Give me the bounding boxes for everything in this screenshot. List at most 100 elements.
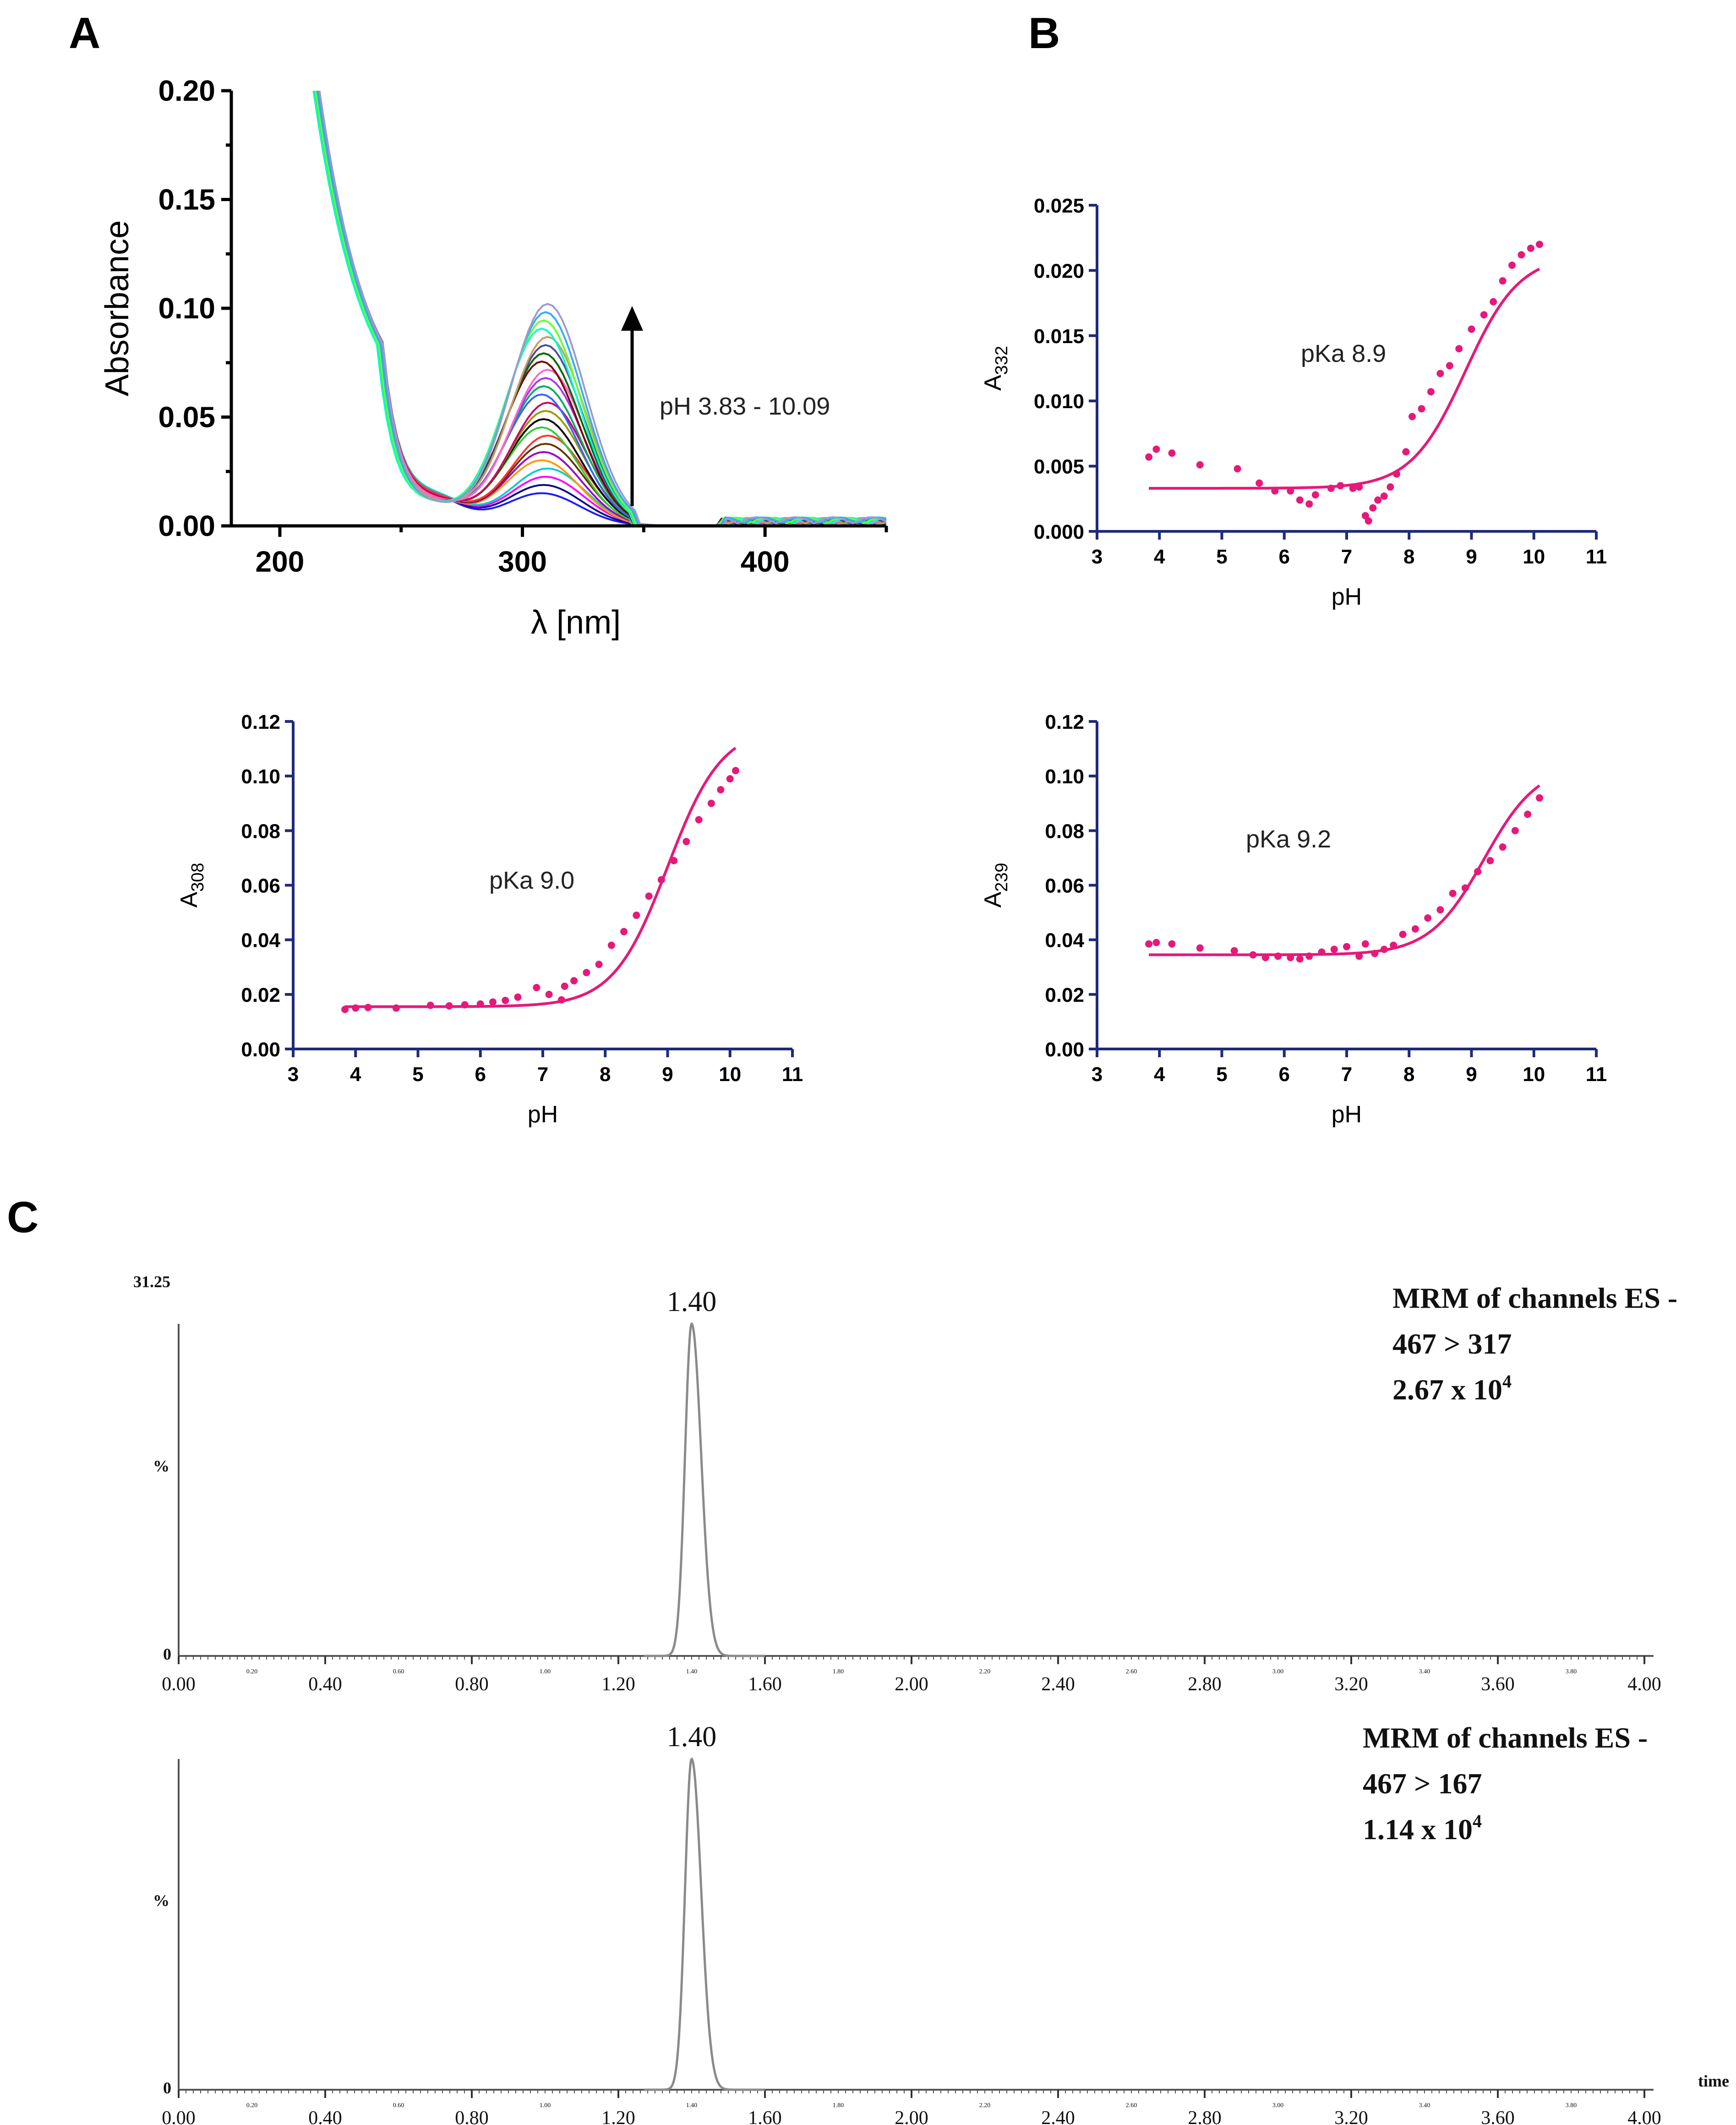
y-tick-label: 0.06 — [1045, 875, 1084, 897]
x-minor-tick-label: 3.80 — [1566, 2102, 1577, 2109]
y-tick-label: 0.02 — [241, 984, 280, 1006]
x-minor-tick-label: 2.60 — [1126, 2102, 1137, 2109]
y-tick-label: 0.05 — [158, 401, 215, 434]
data-point — [707, 799, 715, 807]
x-tick-label: 400 — [741, 545, 790, 578]
data-point — [1411, 925, 1419, 933]
y-tick-label: 0.020 — [1034, 260, 1084, 282]
x-tick-label: 300 — [498, 545, 547, 578]
data-point — [670, 857, 678, 864]
x-minor-tick-label: 0.20 — [246, 2102, 258, 2109]
x-tick-label: 6 — [1279, 546, 1290, 568]
data-point — [1296, 496, 1304, 504]
chromatogram-trace — [644, 1322, 765, 1657]
data-point — [1527, 244, 1534, 252]
data-point — [1230, 947, 1238, 955]
x-tick-label: 6 — [475, 1063, 486, 1086]
x-tick-label: 11 — [1586, 1063, 1607, 1086]
x-tick-label: 0.40 — [308, 1674, 342, 1695]
data-point — [583, 969, 590, 977]
data-point — [1387, 483, 1394, 491]
data-point — [561, 982, 568, 990]
data-point — [1369, 504, 1377, 512]
data-point — [1402, 448, 1410, 456]
data-point — [1271, 487, 1279, 495]
x-minor-tick-label: 3.40 — [1419, 1668, 1430, 1675]
data-point — [1480, 311, 1488, 319]
data-point — [1196, 461, 1204, 469]
x-tick-label: 1.60 — [748, 1674, 782, 1695]
x-minor-tick-label: 1.00 — [540, 1668, 551, 1675]
data-point — [1145, 453, 1153, 461]
mrm-title: MRM of channels ES - — [1363, 1721, 1648, 1754]
data-point — [426, 1001, 434, 1009]
mrm-transition: 467 > 167 — [1363, 1767, 1482, 1800]
data-point — [1474, 868, 1482, 875]
data-point — [1305, 500, 1313, 508]
x-tick-label: 0.80 — [455, 2108, 489, 2125]
data-point — [633, 912, 640, 919]
data-point — [461, 1001, 469, 1009]
y-axis-title: Absorbance — [99, 220, 136, 396]
data-point — [1536, 240, 1544, 248]
fit-curve — [1149, 784, 1540, 956]
data-point — [570, 977, 578, 985]
x-tick-label: 10 — [719, 1063, 741, 1086]
y-tick-label: 0.010 — [1034, 390, 1084, 413]
ph-arrow-head — [621, 306, 643, 331]
data-point — [1418, 405, 1425, 413]
y-tick-label: 0.025 — [1034, 195, 1084, 217]
spectrum-line — [318, 91, 886, 526]
ph-range-annotation: pH 3.83 - 10.09 — [660, 393, 830, 420]
data-point — [1287, 487, 1294, 495]
data-point — [1511, 827, 1519, 835]
x-tick-label: 8 — [1403, 1063, 1414, 1086]
x-tick-label: 2.80 — [1188, 2108, 1222, 2125]
y-tick-label: 0.02 — [1045, 984, 1084, 1006]
data-point — [476, 1000, 484, 1008]
y-axis-title-main: A — [980, 892, 1006, 908]
y-axis-title-subscript: 239 — [992, 863, 1011, 891]
data-point — [1168, 940, 1176, 948]
x-tick-label: 4.00 — [1627, 1674, 1661, 1695]
x-axis-title: pH — [1332, 1101, 1362, 1128]
x-minor-tick-label: 2.60 — [1126, 1668, 1137, 1675]
chart-b-a308: 0.00 0.02 0.04 0.06 0.08 0.10 0.12 3 4 5 6 7 8 9 10 11 p… — [176, 711, 803, 1128]
data-point — [1361, 940, 1369, 948]
data-point — [1408, 413, 1416, 421]
data-point — [1355, 483, 1363, 491]
y-tick-label: 0.08 — [1045, 820, 1084, 842]
data-point — [1518, 251, 1525, 259]
x-minor-tick-label: 1.80 — [833, 1668, 844, 1675]
x-tick-label: 3.20 — [1334, 1674, 1368, 1695]
x-tick-label: 5 — [1216, 1063, 1227, 1086]
x-minor-tick-label: 1.40 — [686, 1668, 698, 1675]
x-axis-title: pH — [1332, 584, 1362, 610]
data-point — [1152, 939, 1160, 946]
x-minor-tick-label: 3.40 — [1419, 2102, 1430, 2109]
chart-c-mrm-167: 0.00 0.40 0.80 1.20 1.60 2.00 2.40 2.80 3.20 3.60… — [153, 1721, 1729, 2125]
data-point — [557, 996, 565, 1004]
chart-b-a239: 0.00 0.02 0.04 0.06 0.08 0.10 0.12 3 4 5 6 7 8 9 10 11 p… — [980, 711, 1607, 1128]
x-tick-label: 2.00 — [895, 2108, 928, 2125]
x-axis-title: λ [nm] — [531, 604, 621, 641]
data-point — [1455, 345, 1463, 353]
x-tick-label: 6 — [1279, 1063, 1290, 1086]
x-axis-title: pH — [528, 1101, 558, 1128]
y-tick-label: 0.005 — [1034, 456, 1084, 478]
x-tick-label: 1.20 — [601, 2108, 635, 2125]
data-point — [1330, 945, 1338, 953]
data-point — [489, 998, 497, 1006]
data-point — [341, 1005, 349, 1013]
chromatogram-trace — [644, 1757, 765, 2091]
x-tick-label: 4 — [1154, 546, 1165, 568]
data-point — [502, 996, 509, 1004]
data-point — [1349, 485, 1357, 492]
data-point — [1145, 940, 1153, 948]
data-point — [1355, 952, 1363, 960]
data-point — [717, 786, 725, 793]
y-axis-title: A239 — [980, 863, 1011, 907]
x-tick-label: 4 — [1154, 1063, 1165, 1086]
x-minor-tick-label: 2.20 — [979, 1668, 991, 1675]
x-tick-label: 7 — [1341, 546, 1352, 568]
